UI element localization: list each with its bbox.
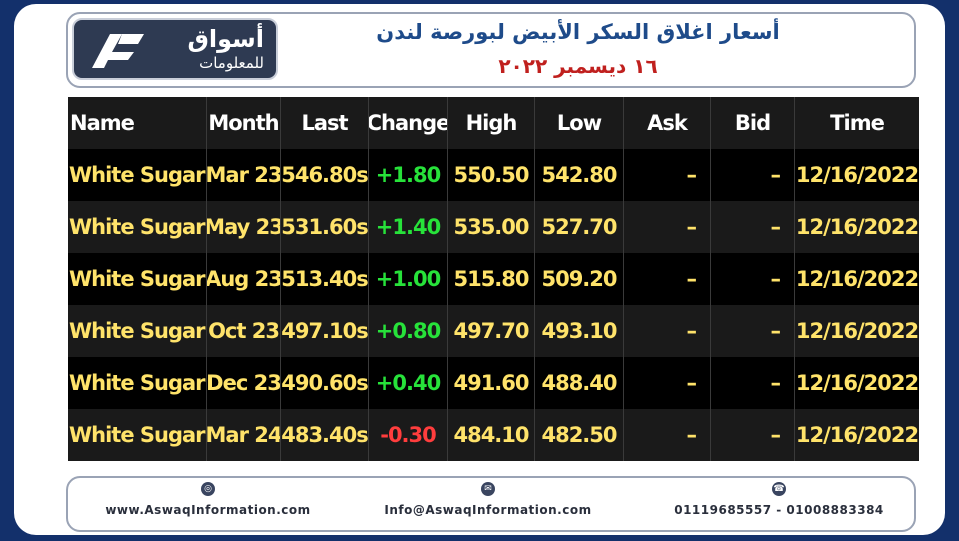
cell-ask: –: [624, 253, 711, 305]
cell-low: 527.70: [535, 201, 624, 253]
cell-high: 484.10: [448, 409, 535, 461]
cell-ask: –: [624, 357, 711, 409]
table-row: White Sugar #5May 23531.60s+1.40535.0052…: [68, 201, 919, 253]
cell-last: 531.60s: [281, 201, 369, 253]
cell-change: +1.00: [369, 253, 448, 305]
cell-name: White Sugar #5: [68, 149, 207, 201]
cell-month: Dec 23: [207, 357, 281, 409]
cell-ask: –: [624, 305, 711, 357]
column-header-ask: Ask: [624, 97, 711, 149]
phone-icon: ☎: [772, 482, 786, 496]
table-header-row: Name Month Last Change High Low Ask Bid …: [68, 97, 919, 149]
cell-time: 12/16/2022: [795, 305, 919, 357]
cell-ask: –: [624, 409, 711, 461]
cell-change: +0.40: [369, 357, 448, 409]
header-panel: أسواق للمعلومات أسعار اغلاق السكر الأبيض…: [66, 12, 916, 88]
cell-time: 12/16/2022: [795, 409, 919, 461]
footer-email: ✉ Info@AswaqInformation.com: [358, 482, 618, 517]
cell-time: 12/16/2022: [795, 201, 919, 253]
column-header-change: Change: [369, 97, 448, 149]
cell-low: 488.40: [535, 357, 624, 409]
cell-time: 12/16/2022: [795, 149, 919, 201]
cell-bid: –: [711, 201, 795, 253]
cell-time: 12/16/2022: [795, 357, 919, 409]
cell-high: 497.70: [448, 305, 535, 357]
cell-bid: –: [711, 149, 795, 201]
cell-name: White Sugar #5: [68, 201, 207, 253]
email-link[interactable]: Info@AswaqInformation.com: [384, 503, 592, 517]
cell-last: 497.10s: [281, 305, 369, 357]
cell-change: +0.80: [369, 305, 448, 357]
cell-name: White Sugar #5: [68, 409, 207, 461]
cell-low: 493.10: [535, 305, 624, 357]
cell-ask: –: [624, 201, 711, 253]
cell-ask: –: [624, 149, 711, 201]
column-header-month: Month: [207, 97, 281, 149]
cell-high: 515.80: [448, 253, 535, 305]
cell-high: 491.60: [448, 357, 535, 409]
column-header-name: Name: [68, 97, 207, 149]
footer-website: ◎ www.AswaqInformation.com: [78, 482, 338, 517]
phone-numbers: 01119685557 - 01008883384: [674, 503, 884, 517]
website-link[interactable]: www.AswaqInformation.com: [105, 503, 311, 517]
contact-footer: ◎ www.AswaqInformation.com ✉ Info@AswaqI…: [66, 476, 916, 532]
cell-bid: –: [711, 253, 795, 305]
globe-icon: ◎: [201, 482, 215, 496]
logo: أسواق للمعلومات: [72, 18, 278, 80]
cell-last: 483.40s: [281, 409, 369, 461]
cell-high: 550.50: [448, 149, 535, 201]
cell-bid: –: [711, 409, 795, 461]
cell-month: May 23: [207, 201, 281, 253]
info-card: أسواق للمعلومات أسعار اغلاق السكر الأبيض…: [14, 4, 945, 535]
page-title: أسعار اغلاق السكر الأبيض لبورصة لندن: [376, 20, 780, 44]
cell-name: White Sugar #5: [68, 253, 207, 305]
cell-high: 535.00: [448, 201, 535, 253]
column-header-high: High: [448, 97, 535, 149]
table-row: White Sugar #5Mar 23546.80s+1.80550.5054…: [68, 149, 919, 201]
cell-month: Aug 23: [207, 253, 281, 305]
cell-low: 509.20: [535, 253, 624, 305]
cell-month: Mar 23: [207, 149, 281, 201]
table-row: White Sugar #5Aug 23513.40s+1.00515.8050…: [68, 253, 919, 305]
cell-change: +1.40: [369, 201, 448, 253]
cell-last: 513.40s: [281, 253, 369, 305]
mail-icon: ✉: [481, 482, 495, 496]
price-table: Name Month Last Change High Low Ask Bid …: [68, 97, 919, 461]
logo-subtext: للمعلومات: [199, 54, 264, 72]
column-header-bid: Bid: [711, 97, 795, 149]
cell-low: 542.80: [535, 149, 624, 201]
cell-bid: –: [711, 305, 795, 357]
table-row: White Sugar #5Oct 23497.10s+0.80497.7049…: [68, 305, 919, 357]
column-header-last: Last: [281, 97, 369, 149]
footer-phone: ☎ 01119685557 - 01008883384: [648, 482, 910, 517]
cell-change: +1.80: [369, 149, 448, 201]
cell-change: -0.30: [369, 409, 448, 461]
cell-time: 12/16/2022: [795, 253, 919, 305]
table-row: White Sugar #5Dec 23490.60s+0.40491.6048…: [68, 357, 919, 409]
cell-bid: –: [711, 357, 795, 409]
column-header-time: Time: [795, 97, 919, 149]
logo-text: أسواق: [187, 25, 264, 53]
cell-month: Mar 24: [207, 409, 281, 461]
page-date: ١٦ ديسمبر ٢٠٢٢: [498, 54, 658, 78]
cell-last: 490.60s: [281, 357, 369, 409]
cell-month: Oct 23: [207, 305, 281, 357]
table-row: White Sugar #5Mar 24483.40s-0.30484.1048…: [68, 409, 919, 461]
cell-name: White Sugar #5: [68, 305, 207, 357]
cell-last: 546.80s: [281, 149, 369, 201]
column-header-low: Low: [535, 97, 624, 149]
logo-a-icon: [92, 34, 144, 68]
cell-name: White Sugar #5: [68, 357, 207, 409]
cell-low: 482.50: [535, 409, 624, 461]
